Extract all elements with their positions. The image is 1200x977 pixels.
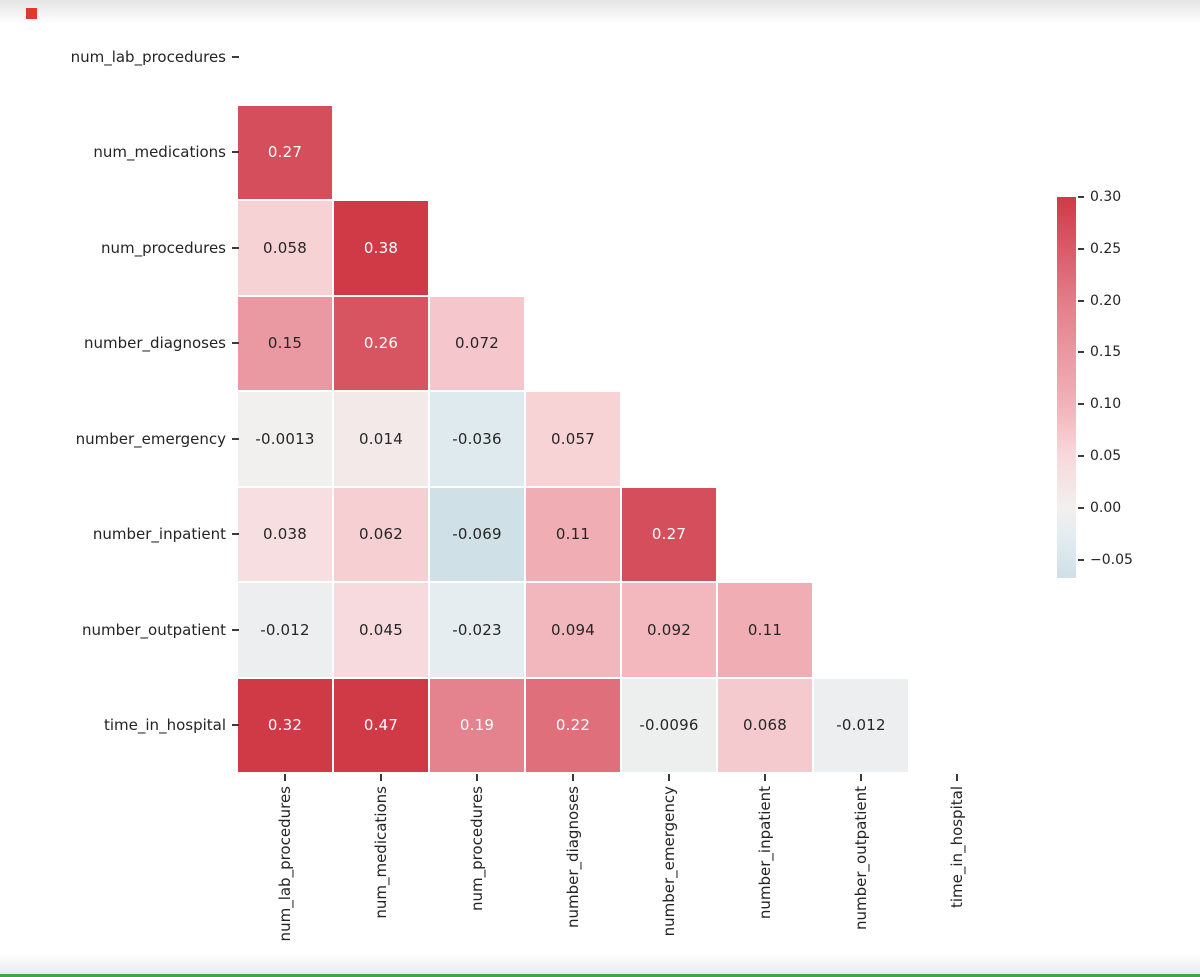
x-tick-mark xyxy=(380,774,382,781)
heatmap-cell-time_in_hospital-number_outpatient: -0.012 xyxy=(813,677,909,773)
y-tick-mark xyxy=(232,151,239,154)
heatmap-cell-number_inpatient-num_lab_procedures: 0.038 xyxy=(237,486,333,582)
y-tick-label-number_emergency: number_emergency xyxy=(75,429,226,448)
y-tick-label-num_procedures: num_procedures xyxy=(100,238,226,257)
y-tick-mark xyxy=(232,437,239,440)
x-tick-label-number_emergency: number_emergency xyxy=(660,786,678,937)
heatmap-cell-number_emergency-num_medications: 0.014 xyxy=(333,391,429,487)
heatmap-cell-number_outpatient-number_diagnoses: 0.094 xyxy=(525,582,621,678)
x-tick-mark xyxy=(668,774,670,781)
red-corner-marker xyxy=(26,8,37,19)
heatmap-cell-number_diagnoses-num_procedures: 0.072 xyxy=(429,295,525,391)
colorbar-tick-mark xyxy=(1078,403,1084,406)
x-tick-mark xyxy=(284,774,286,781)
y-tick-mark xyxy=(232,342,239,345)
heatmap-cell-number_emergency-num_procedures: -0.036 xyxy=(429,391,525,487)
x-tick-mark xyxy=(476,774,478,781)
heatmap-cell-number_diagnoses-num_medications: 0.26 xyxy=(333,295,429,391)
heatmap-cell-num_procedures-num_medications: 0.38 xyxy=(333,200,429,296)
y-tick-label-number_outpatient: number_outpatient xyxy=(82,620,226,639)
heatmap-cell-time_in_hospital-num_procedures: 0.19 xyxy=(429,677,525,773)
heatmap-cell-time_in_hospital-number_diagnoses: 0.22 xyxy=(525,677,621,773)
heatmap-cell-time_in_hospital-num_lab_procedures: 0.32 xyxy=(237,677,333,773)
x-tick-label-time_in_hospital: time_in_hospital xyxy=(948,786,966,908)
colorbar-tick-mark xyxy=(1078,299,1084,302)
colorbar-tick-mark xyxy=(1078,247,1084,250)
colorbar-tick-label: 0.25 xyxy=(1090,240,1122,257)
colorbar-tick-label: 0.30 xyxy=(1090,189,1122,205)
heatmap-cell-num_medications-num_lab_procedures: 0.27 xyxy=(237,104,333,200)
heatmap-cell-number_outpatient-number_emergency: 0.092 xyxy=(621,582,717,678)
heatmap-cell-number_emergency-num_lab_procedures: -0.0013 xyxy=(237,391,333,487)
heatmap-cell-time_in_hospital-number_emergency: -0.0096 xyxy=(621,677,717,773)
heatmap-cell-number_emergency-number_diagnoses: 0.057 xyxy=(525,391,621,487)
x-tick-label-number_inpatient: number_inpatient xyxy=(756,786,774,920)
colorbar-tick-label: 0.15 xyxy=(1090,344,1122,361)
heatmap-cell-number_outpatient-num_lab_procedures: -0.012 xyxy=(237,582,333,678)
colorbar-tick-label: −0.05 xyxy=(1090,551,1133,568)
heatmap-cell-time_in_hospital-number_inpatient: 0.068 xyxy=(717,677,813,773)
colorbar-tick-label: 0.10 xyxy=(1090,396,1122,413)
y-tick-mark xyxy=(232,724,239,727)
x-tick-label-number_diagnoses: number_diagnoses xyxy=(564,786,582,928)
colorbar-tick-mark xyxy=(1078,506,1084,509)
colorbar-tick-mark xyxy=(1078,351,1084,354)
y-tick-label-num_medications: num_medications xyxy=(93,143,226,162)
colorbar-tick-label: 0.05 xyxy=(1090,448,1122,465)
y-tick-label-number_diagnoses: number_diagnoses xyxy=(84,334,226,353)
x-tick-label-num_lab_procedures: num_lab_procedures xyxy=(276,786,294,942)
y-tick-label-num_lab_procedures: num_lab_procedures xyxy=(70,47,226,66)
colorbar-gradient xyxy=(1057,197,1076,578)
colorbar-tick-mark xyxy=(1078,455,1084,458)
x-tick-label-num_medications: num_medications xyxy=(372,786,390,919)
y-tick-mark xyxy=(232,55,239,58)
y-tick-label-time_in_hospital: time_in_hospital xyxy=(104,716,226,735)
heatmap-cell-number_inpatient-number_diagnoses: 0.11 xyxy=(525,486,621,582)
heatmap-cell-time_in_hospital-num_medications: 0.47 xyxy=(333,677,429,773)
x-tick-label-number_outpatient: number_outpatient xyxy=(852,786,870,930)
colorbar-tick-mark xyxy=(1078,558,1084,561)
x-tick-label-num_procedures: num_procedures xyxy=(468,786,486,912)
top-scroll-shade xyxy=(0,0,1200,26)
heatmap-cell-num_procedures-num_lab_procedures: 0.058 xyxy=(237,200,333,296)
heatmap-cell-number_inpatient-num_medications: 0.062 xyxy=(333,486,429,582)
colorbar-tick-mark xyxy=(1078,196,1084,198)
x-tick-mark xyxy=(860,774,862,781)
y-tick-mark xyxy=(232,628,239,631)
heatmap-cell-number_outpatient-num_procedures: -0.023 xyxy=(429,582,525,678)
x-tick-mark xyxy=(764,774,766,781)
colorbar-tick-label: 0.00 xyxy=(1090,499,1122,516)
x-tick-mark xyxy=(956,774,958,781)
y-tick-label-number_inpatient: number_inpatient xyxy=(92,525,226,544)
colorbar-tick-label: 0.20 xyxy=(1090,292,1122,309)
bottom-scroll-shade xyxy=(0,953,1200,974)
heatmap-cell-number_outpatient-num_medications: 0.045 xyxy=(333,582,429,678)
heatmap-cell-number_inpatient-number_emergency: 0.27 xyxy=(621,486,717,582)
heatmap-cell-number_inpatient-num_procedures: -0.069 xyxy=(429,486,525,582)
y-tick-mark xyxy=(232,533,239,536)
heatmap-cell-number_diagnoses-num_lab_procedures: 0.15 xyxy=(237,295,333,391)
x-tick-mark xyxy=(572,774,574,781)
bottom-accent-line xyxy=(0,974,1200,977)
heatmap-cell-number_outpatient-number_inpatient: 0.11 xyxy=(717,582,813,678)
y-tick-mark xyxy=(232,246,239,249)
